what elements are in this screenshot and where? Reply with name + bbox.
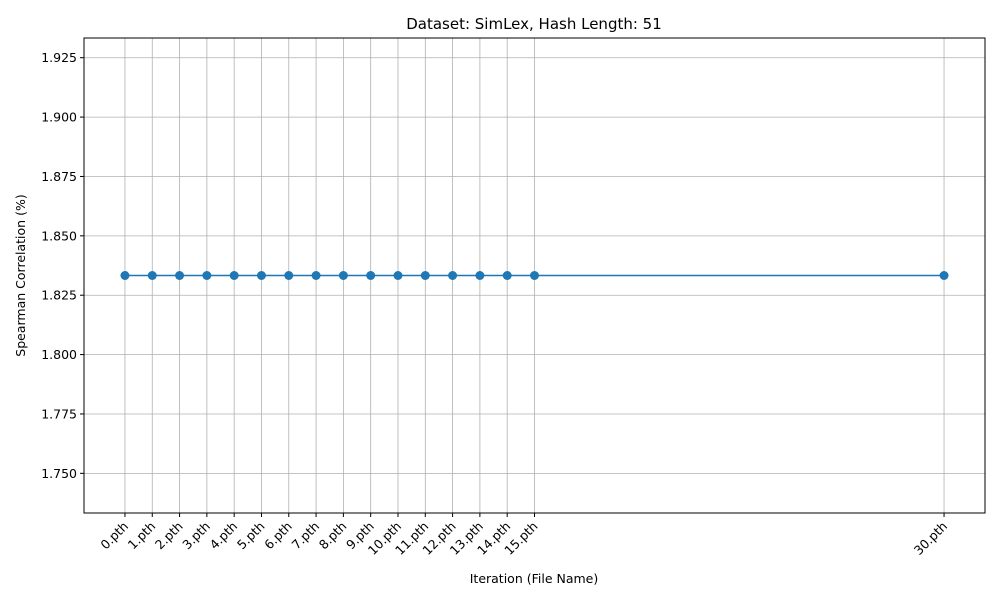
- x-tick-label: 30.pth: [911, 519, 950, 558]
- data-point: [284, 271, 294, 280]
- data-point: [338, 271, 348, 280]
- data-point: [530, 271, 539, 280]
- data-point: [939, 271, 949, 280]
- x-tick-label: 1.pth: [125, 519, 159, 553]
- data-point: [448, 271, 458, 280]
- x-tick-label: 2.pth: [152, 519, 186, 553]
- y-axis-label: Spearman Correlation (%): [13, 194, 28, 356]
- chart-title: Dataset: SimLex, Hash Length: 51: [406, 15, 662, 33]
- series-layer: [120, 271, 949, 280]
- x-tick-label: 4.pth: [207, 519, 241, 553]
- y-axis: 1.750 1.775 1.800 1.825 1.850 1.875 1.900 1.925: [41, 50, 84, 481]
- y-tick-label: 1.800: [41, 347, 77, 362]
- y-tick-label: 1.750: [41, 466, 77, 481]
- data-point: [120, 271, 130, 280]
- y-tick-label: 1.875: [41, 169, 77, 184]
- y-tick-label: 1.825: [41, 288, 77, 303]
- y-tick-label: 1.850: [41, 228, 77, 243]
- x-tick-label: 6.pth: [261, 519, 295, 553]
- data-point: [175, 271, 185, 280]
- data-point: [202, 271, 212, 280]
- data-point: [256, 271, 266, 280]
- x-tick-label: 8.pth: [316, 519, 350, 553]
- data-point: [147, 271, 157, 280]
- x-axis: 0.pth1.pth2.pth3.pth4.pth5.pth6.pth7.pth…: [97, 513, 950, 558]
- x-tick-label: 3.pth: [179, 519, 213, 553]
- data-point: [475, 271, 485, 280]
- x-axis-label: Iteration (File Name): [470, 571, 599, 586]
- data-point: [393, 271, 403, 280]
- y-tick-label: 1.925: [41, 50, 77, 65]
- y-tick-label: 1.900: [41, 110, 77, 125]
- y-tick-label: 1.775: [41, 406, 77, 421]
- data-point: [502, 271, 512, 280]
- x-tick-label: 5.pth: [234, 519, 268, 553]
- data-point: [311, 271, 321, 280]
- data-point: [366, 271, 376, 280]
- x-tick-label: 7.pth: [288, 519, 322, 553]
- data-point: [229, 271, 239, 280]
- x-tick-label: 0.pth: [97, 519, 131, 553]
- data-point: [420, 271, 430, 280]
